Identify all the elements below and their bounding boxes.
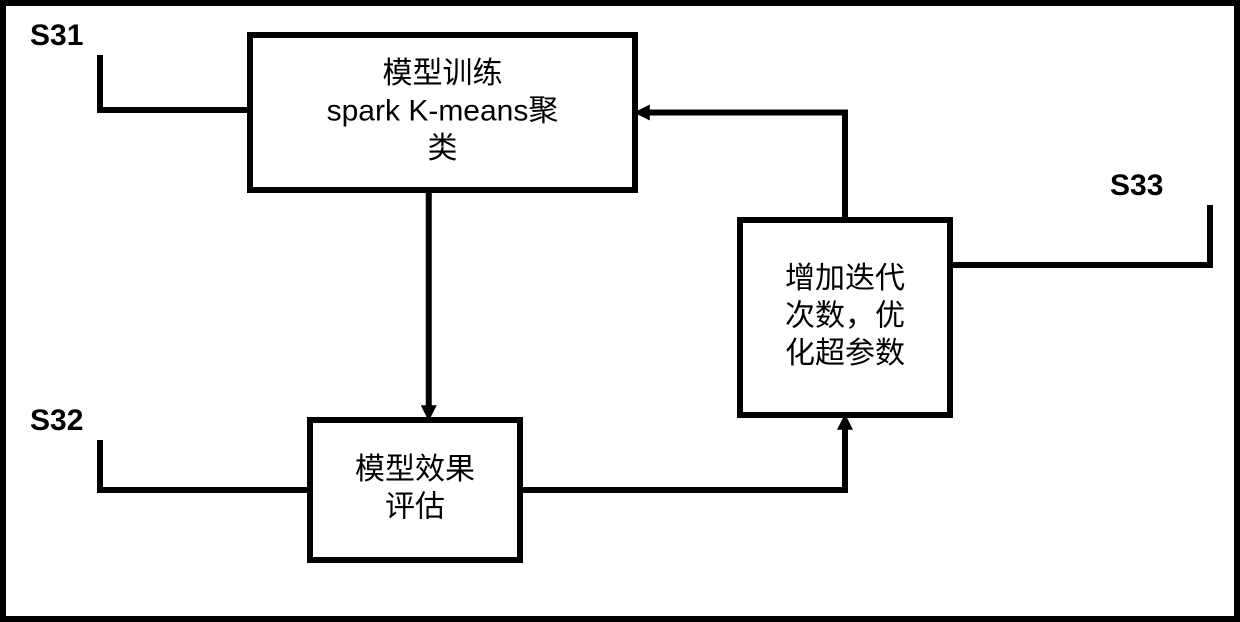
edge-eval-to-tune xyxy=(520,421,845,490)
node-n3: 增加迭代次数，优化超参数 xyxy=(740,220,950,415)
step-label: S31 xyxy=(30,19,83,52)
node-text: 化超参数 xyxy=(785,337,905,370)
leader-line xyxy=(950,205,1210,265)
node-n1: 模型训练 spark K-means聚类 xyxy=(250,35,635,190)
node-text: spark K-means聚 xyxy=(327,94,559,127)
node-text: 模型效果 xyxy=(355,453,475,486)
step-label: S32 xyxy=(30,404,83,437)
node-text: 评估 xyxy=(385,491,445,524)
step-label: S33 xyxy=(1110,169,1163,202)
edge-tune-to-train xyxy=(641,113,845,221)
leader-line xyxy=(100,55,250,110)
leader-line xyxy=(100,440,310,490)
node-n2: 模型效果评估 xyxy=(310,420,520,560)
node-text: 增加迭代 xyxy=(785,262,905,295)
node-text: 模型训练 xyxy=(383,57,503,90)
node-text: 类 xyxy=(428,132,458,165)
node-text: 次数，优 xyxy=(785,299,905,332)
